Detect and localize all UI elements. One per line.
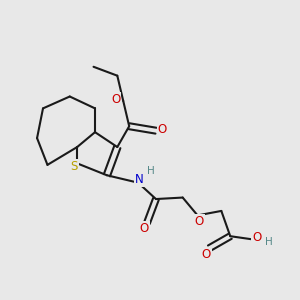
Text: O: O bbox=[140, 222, 149, 235]
Text: O: O bbox=[158, 123, 167, 136]
Text: H: H bbox=[265, 236, 273, 247]
Text: O: O bbox=[252, 231, 262, 244]
Text: S: S bbox=[70, 160, 78, 173]
Text: H: H bbox=[147, 166, 154, 176]
Text: O: O bbox=[111, 93, 120, 106]
Text: N: N bbox=[135, 172, 144, 186]
Text: O: O bbox=[194, 215, 204, 228]
Text: O: O bbox=[202, 248, 211, 260]
